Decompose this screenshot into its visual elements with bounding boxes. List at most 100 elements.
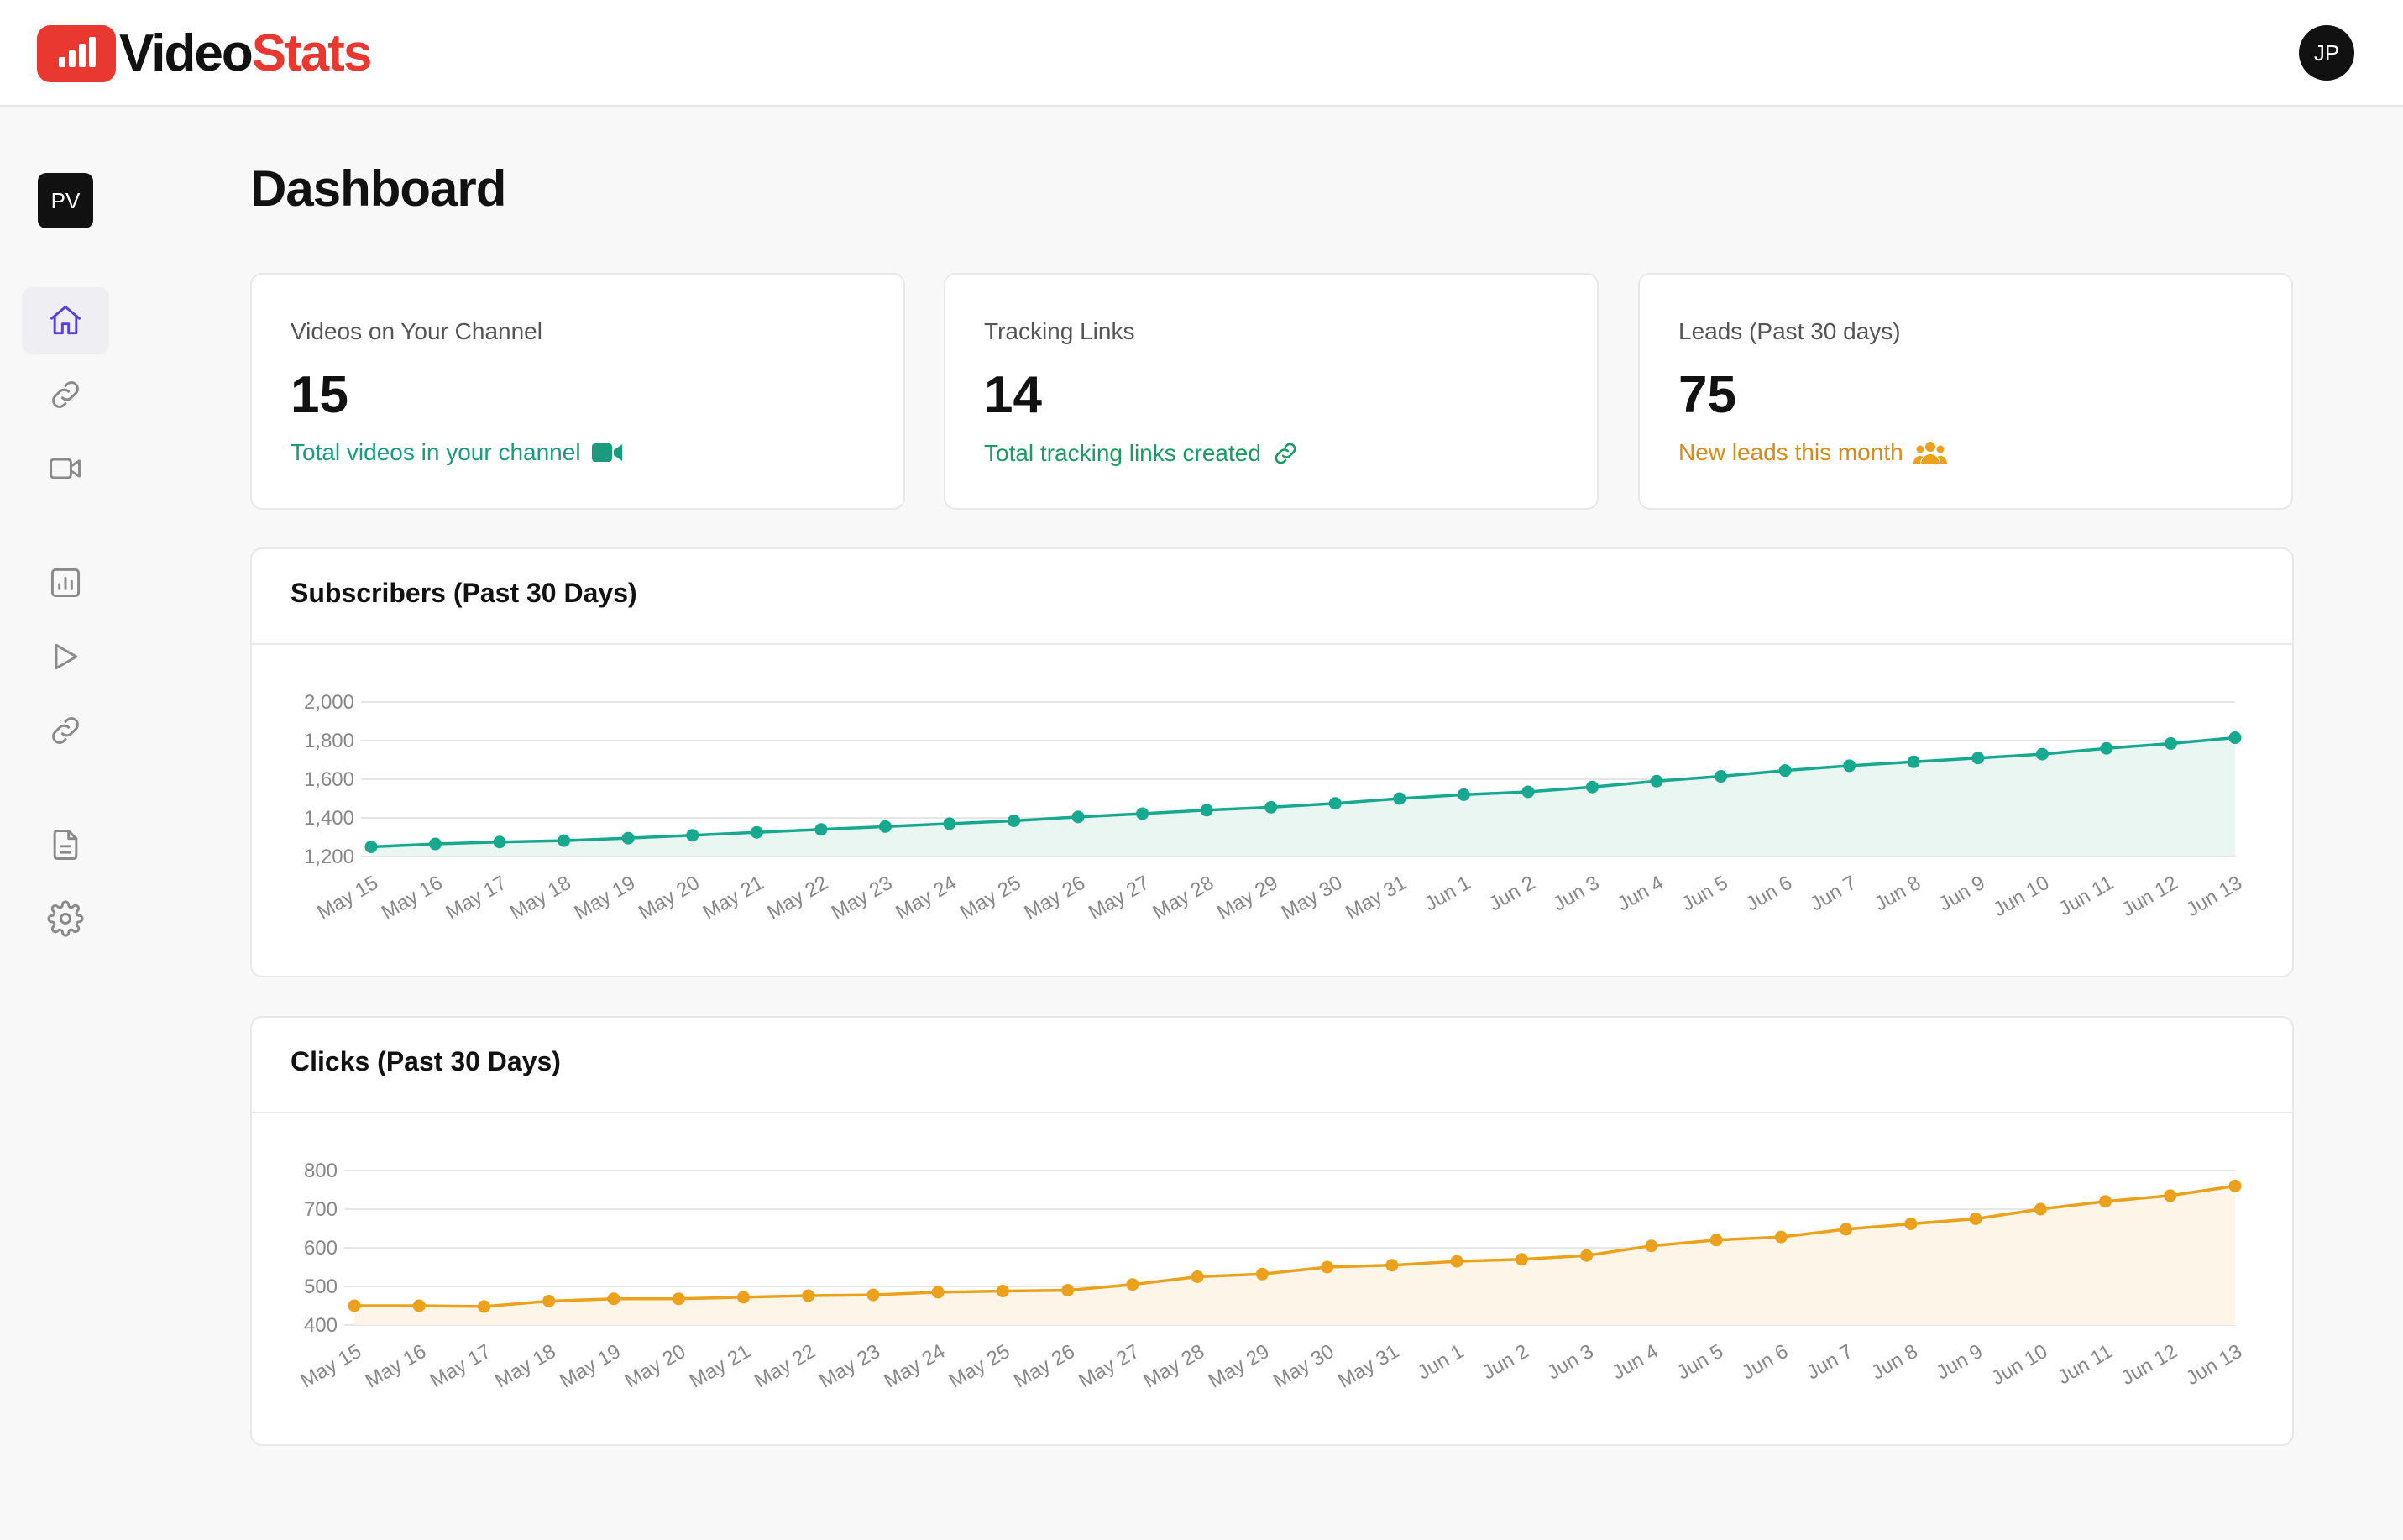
- sidebar-item-play[interactable]: [22, 623, 109, 690]
- data-point: [996, 1285, 1009, 1298]
- x-tick-label: May 17: [427, 1340, 495, 1393]
- x-tick-label: Jun 5: [1673, 1340, 1727, 1385]
- clicks-chart-card: Clicks (Past 30 Days) 400 500 600 700 800 May…: [250, 1016, 2294, 1446]
- data-point: [1650, 774, 1663, 788]
- x-tick-label: Jun 6: [1742, 872, 1796, 916]
- x-tick-label: May 18: [491, 1340, 560, 1393]
- y-tick-label: 600: [304, 1237, 338, 1260]
- data-point: [477, 1300, 490, 1313]
- top-bar: VideoStats JP: [0, 0, 2403, 107]
- page-title: Dashboard: [250, 160, 506, 217]
- divider: [252, 643, 2292, 645]
- y-tick-label: 500: [304, 1275, 338, 1298]
- subscribers-chart-card: Subscribers (Past 30 Days) 1,200 1,400 1,6…: [250, 547, 2294, 977]
- data-point: [1071, 810, 1085, 824]
- logo-text-stats: Stats: [251, 24, 373, 82]
- stat-subtitle: Total tracking links created: [984, 439, 1300, 468]
- x-tick-label: Jun 1: [1421, 872, 1474, 916]
- x-tick-label: May 24: [892, 872, 961, 925]
- data-point: [1321, 1260, 1334, 1274]
- data-point: [1457, 788, 1470, 801]
- x-tick-label: Jun 12: [2118, 1340, 2181, 1390]
- x-tick-label: May 17: [442, 872, 510, 925]
- data-point: [1580, 1249, 1594, 1262]
- sidebar-item-analytics[interactable]: [22, 549, 109, 616]
- sidebar-item-documents[interactable]: [22, 811, 109, 878]
- x-tick-label: May 15: [296, 1340, 365, 1393]
- data-point: [1709, 1234, 1723, 1247]
- bar-chart-logo-icon: [37, 25, 116, 82]
- users-icon: [1913, 439, 1947, 466]
- x-tick-label: Jun 4: [1614, 872, 1667, 916]
- x-tick-label: Jun 11: [2055, 872, 2118, 921]
- stat-label: Leads (Past 30 days): [1678, 318, 1901, 344]
- chart-title: Clicks (Past 30 Days): [291, 1046, 561, 1076]
- user-avatar[interactable]: JP: [2299, 25, 2354, 81]
- data-point: [2228, 1179, 2242, 1192]
- link-icon: [52, 717, 79, 744]
- sidebar-item-links[interactable]: [22, 361, 109, 428]
- series-line: [370, 736, 2236, 849]
- data-point: [736, 1291, 750, 1304]
- data-point: [1008, 814, 1021, 827]
- data-point: [1061, 1284, 1075, 1297]
- sidebar-item-tracking-links[interactable]: [22, 697, 109, 764]
- data-point: [943, 817, 956, 830]
- app-logo[interactable]: VideoStats: [37, 24, 373, 82]
- area-fill: [354, 1186, 2235, 1325]
- data-point: [672, 1292, 685, 1306]
- data-point: [1840, 1223, 1853, 1236]
- data-point: [750, 825, 763, 839]
- data-point: [412, 1299, 426, 1312]
- x-tick-label: Jun 1: [1414, 1340, 1468, 1385]
- data-point: [348, 1299, 361, 1312]
- y-tick-label: 1,400: [304, 807, 354, 830]
- data-point: [1191, 1270, 1204, 1283]
- stat-label: Videos on Your Channel: [291, 318, 542, 344]
- x-tick-label: May 16: [378, 872, 447, 925]
- data-point: [1645, 1239, 1658, 1253]
- workspace-badge[interactable]: PV: [38, 173, 93, 228]
- sidebar-item-home[interactable]: [22, 287, 109, 354]
- x-tick-label: May 28: [1139, 1340, 1208, 1393]
- data-point: [866, 1288, 880, 1302]
- stat-subtitle: New leads this month: [1678, 439, 1947, 466]
- x-tick-label: May 15: [313, 872, 382, 925]
- data-point: [878, 820, 892, 833]
- video-camera-icon: [591, 442, 623, 464]
- x-tick-label: May 16: [362, 1340, 431, 1393]
- data-point: [558, 834, 571, 847]
- x-tick-label: Jun 9: [1934, 872, 1988, 916]
- link-icon: [1271, 439, 1300, 468]
- x-tick-label: Jun 7: [1806, 872, 1860, 916]
- stat-value: 75: [1678, 366, 1736, 424]
- data-point: [364, 841, 378, 853]
- sidebar-item-settings[interactable]: [22, 885, 109, 952]
- y-tick-label: 700: [304, 1198, 338, 1221]
- data-point: [1255, 1267, 1269, 1281]
- x-tick-label: Jun 2: [1479, 1340, 1532, 1385]
- x-tick-label: May 30: [1270, 1340, 1338, 1393]
- x-tick-label: May 25: [945, 1340, 1014, 1393]
- x-tick-label: Jun 3: [1549, 872, 1603, 916]
- data-point: [1585, 780, 1599, 794]
- x-tick-label: Jun 2: [1485, 872, 1539, 916]
- x-tick-label: May 29: [1213, 872, 1282, 925]
- stat-subtitle-text: Total tracking links created: [984, 440, 1261, 466]
- stat-label: Tracking Links: [984, 318, 1135, 344]
- x-tick-label: May 23: [815, 1340, 884, 1393]
- sidebar: PV: [0, 107, 134, 1540]
- sidebar-item-videos[interactable]: [22, 435, 109, 502]
- data-point: [814, 823, 828, 836]
- data-point: [1971, 752, 1985, 765]
- x-tick-label: May 27: [1085, 872, 1154, 925]
- y-tick-label: 2,000: [304, 691, 354, 714]
- data-point: [2034, 1202, 2047, 1216]
- x-tick-label: May 31: [1342, 872, 1411, 925]
- gear-icon: [47, 900, 84, 937]
- x-tick-label: Jun 10: [1989, 872, 2053, 921]
- stat-card-leads: Leads (Past 30 days) 75 New leads this m…: [1638, 273, 2293, 510]
- x-tick-label: May 26: [1020, 872, 1089, 925]
- x-tick-label: Jun 11: [2054, 1340, 2116, 1390]
